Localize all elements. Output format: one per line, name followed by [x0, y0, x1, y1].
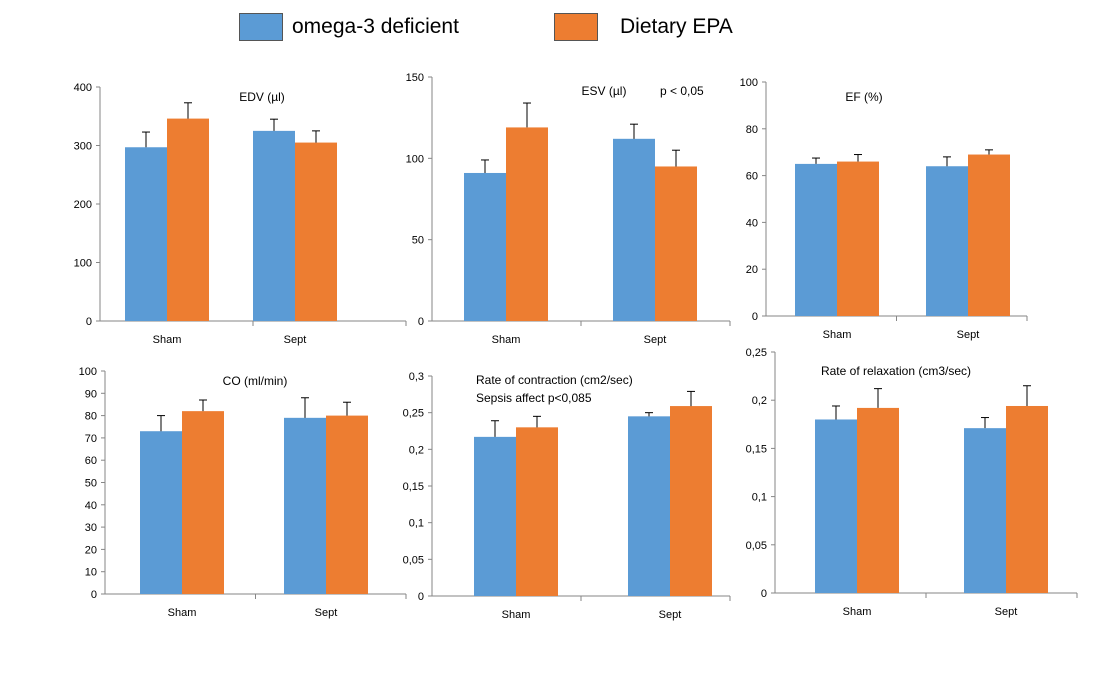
chart4-ytick-label: 20	[85, 544, 97, 556]
chart6-bar-omega3-sept	[964, 428, 1006, 593]
chart4-bar-epa-sham	[182, 411, 224, 594]
chart3-ytick-label: 40	[746, 217, 758, 229]
chart5-bar-epa-sham	[516, 427, 558, 596]
chart6-ytick-label: 0	[761, 588, 767, 600]
chart2-ytick-label: 100	[406, 153, 424, 165]
chart3-bar-omega3-sham	[795, 163, 837, 316]
chart4-ytick-label: 50	[85, 478, 97, 490]
chart5-ytick-label: 0,05	[403, 554, 424, 566]
chart1-bar-omega3-sept	[253, 130, 295, 321]
chart1-ytick-label: 300	[74, 141, 92, 153]
chart5-ytick-label: 0,25	[403, 408, 424, 420]
chart-legend: omega-3 deficient Dietary EPA	[0, 0, 1105, 60]
chart3-ytick-label: 60	[746, 171, 758, 183]
chart2-ytick-label: 150	[406, 72, 424, 84]
chart2-category-label: Sham	[492, 334, 521, 346]
chart4-bar-omega3-sham	[140, 431, 182, 594]
chart6-bar-omega3-sham	[815, 419, 857, 593]
chart5-ytick-label: 0,2	[409, 444, 424, 456]
chart6-ytick-label: 0,15	[746, 443, 767, 455]
chart3-bar-omega3-sept	[926, 166, 968, 316]
chart4-bar-omega3-sept	[284, 417, 326, 594]
legend-swatch-omega3	[239, 13, 283, 41]
chart5-title: Rate of contraction (cm2/sec)	[476, 373, 633, 387]
chart2-bar-omega3-sept	[613, 138, 655, 321]
chart3-category-label: Sham	[823, 329, 852, 341]
chart4-ytick-label: 70	[85, 433, 97, 445]
chart4-ytick-label: 100	[79, 366, 97, 378]
chart3-ytick-label: 0	[752, 311, 758, 323]
chart1-ytick-label: 0	[86, 316, 92, 328]
chart3-bar-epa-sham	[837, 161, 879, 316]
chart4-category-label: Sham	[168, 607, 197, 619]
chart6-ytick-label: 0,1	[752, 492, 767, 504]
chart1-bar-epa-sham	[167, 118, 209, 321]
chart3-bar-epa-sept	[968, 154, 1010, 316]
chart1-ytick-label: 200	[74, 199, 92, 211]
chart3-ytick-label: 100	[740, 77, 758, 89]
chart1-category-label: Sept	[284, 334, 307, 346]
chart2-title: ESV (µl)	[582, 84, 627, 98]
chart3-ytick-label: 20	[746, 264, 758, 276]
chart4-ytick-label: 0	[91, 589, 97, 601]
chart5-category-label: Sept	[659, 609, 682, 621]
chart4-ytick-label: 80	[85, 411, 97, 423]
chart1-title: EDV (µl)	[239, 90, 285, 104]
chart2-ytick-label: 50	[412, 235, 424, 247]
chart6-bar-epa-sept	[1006, 405, 1048, 593]
chart6-ytick-label: 0,05	[746, 540, 767, 552]
chart4-ytick-label: 30	[85, 522, 97, 534]
chart6-ytick-label: 0,25	[746, 347, 767, 359]
chart5-category-label: Sham	[502, 609, 531, 621]
chart2-ytick-label: 0	[418, 316, 424, 328]
chart6-ytick-label: 0,2	[752, 395, 767, 407]
chart2-bar-epa-sham	[506, 127, 548, 321]
chart5-annotation: Sepsis affect p<0,085	[476, 391, 592, 405]
chart6-category-label: Sham	[843, 606, 872, 618]
chart1-bar-epa-sept	[295, 142, 337, 321]
chart2-bar-omega3-sham	[464, 172, 506, 321]
legend-label-omega3: omega-3 deficient	[292, 15, 459, 38]
chart4-ytick-label: 10	[85, 567, 97, 579]
chart5-ytick-label: 0,3	[409, 371, 424, 383]
chart2-annotation: p < 0,05	[660, 84, 704, 98]
legend-swatch-epa	[554, 13, 598, 41]
chart5-ytick-label: 0,15	[403, 481, 424, 493]
chart4-ytick-label: 90	[85, 388, 97, 400]
chart4-ytick-label: 40	[85, 500, 97, 512]
chart4-category-label: Sept	[315, 607, 338, 619]
chart5-bar-epa-sept	[670, 406, 712, 596]
chart3-title: EF (%)	[845, 90, 882, 104]
chart4-ytick-label: 60	[85, 455, 97, 467]
chart2-bar-epa-sept	[655, 166, 697, 321]
chart1-category-label: Sham	[153, 334, 182, 346]
chart5-bar-omega3-sham	[474, 436, 516, 596]
chart1-bar-omega3-sham	[125, 147, 167, 321]
chart2-category-label: Sept	[644, 334, 667, 346]
chart1-ytick-label: 400	[74, 82, 92, 94]
chart5-ytick-label: 0,1	[409, 518, 424, 530]
chart5-ytick-label: 0	[418, 591, 424, 603]
chart6-bar-epa-sham	[857, 407, 899, 593]
chart4-bar-epa-sept	[326, 415, 368, 594]
chart6-title: Rate of relaxation (cm3/sec)	[821, 364, 971, 378]
chart4-title: CO (ml/min)	[223, 374, 288, 388]
chart6-category-label: Sept	[995, 606, 1018, 618]
chart3-ytick-label: 80	[746, 124, 758, 136]
legend-label-epa: Dietary EPA	[620, 15, 733, 38]
chart5-bar-omega3-sept	[628, 416, 670, 596]
chart1-ytick-label: 100	[74, 258, 92, 270]
chart3-category-label: Sept	[957, 329, 980, 341]
